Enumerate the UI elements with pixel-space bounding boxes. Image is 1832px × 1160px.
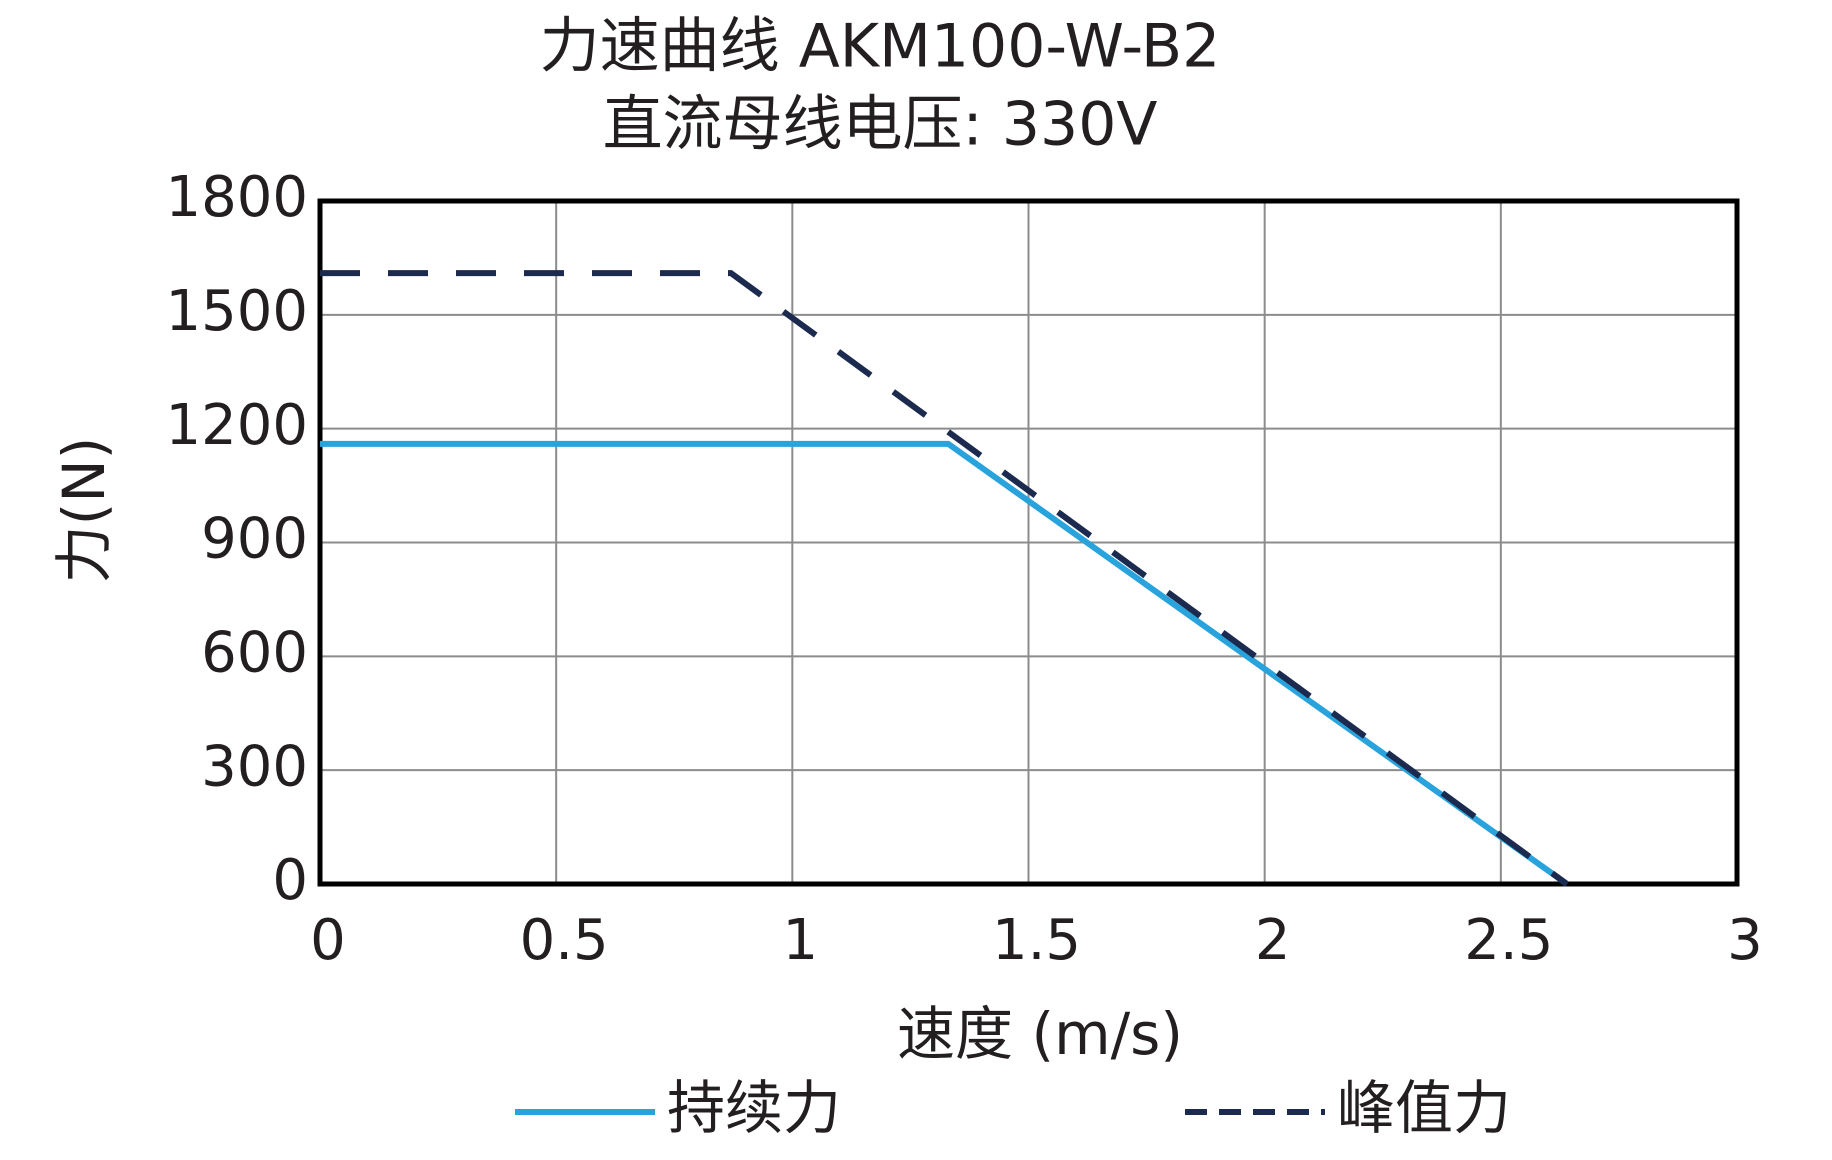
series-line — [320, 270, 1569, 887]
y-axis-label: 力(N) — [50, 437, 118, 584]
x-tick-label: 3 — [1727, 908, 1763, 973]
legend-label: 持续力 — [667, 1074, 841, 1142]
chart-title: 力速曲线 AKM100-W-B2 — [540, 12, 1221, 82]
x-tick-label: 2 — [1255, 908, 1291, 973]
legend-label: 峰值力 — [1337, 1074, 1511, 1142]
y-tick-label: 0 — [272, 848, 308, 913]
chart-subtitle: 直流母线电压: 330V — [603, 90, 1158, 160]
x-tick-label: 0.5 — [520, 908, 609, 973]
y-tick-label: 900 — [201, 507, 308, 572]
x-tick-label: 2.5 — [1464, 908, 1553, 973]
x-tick-label: 0 — [310, 908, 346, 973]
y-tick-label: 1200 — [165, 393, 308, 458]
x-axis-label: 速度 (m/s) — [897, 1000, 1183, 1068]
plot-frame — [317, 198, 1740, 887]
y-tick-label: 1800 — [165, 165, 308, 230]
y-tick-label: 1500 — [165, 279, 308, 344]
x-tick-label: 1 — [783, 908, 819, 973]
series-line — [320, 440, 1569, 887]
y-tick-label: 600 — [201, 620, 308, 685]
y-tick-label: 300 — [201, 734, 308, 799]
x-tick-label: 1.5 — [992, 908, 1081, 973]
